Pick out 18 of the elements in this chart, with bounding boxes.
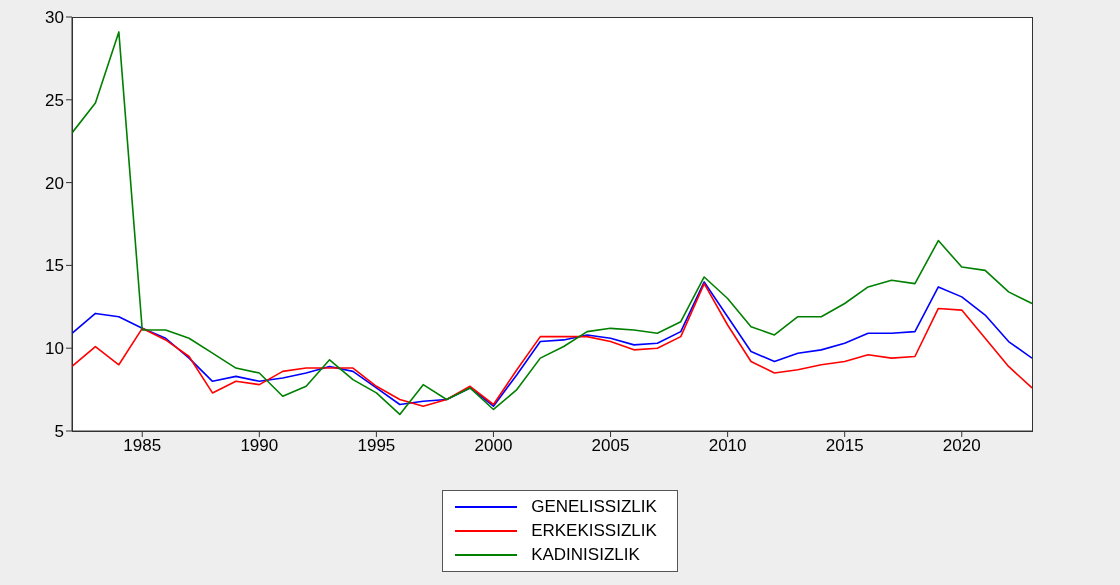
y-tick-label: 10 xyxy=(45,339,64,359)
legend-label: ERKEKISSIZLIK xyxy=(531,521,657,541)
x-tick-label: 2005 xyxy=(591,436,630,456)
legend-label: GENELISSIZLIK xyxy=(531,497,657,517)
x-tick-label: 1990 xyxy=(240,436,279,456)
y-tick-label: 5 xyxy=(54,422,64,442)
y-tick-label: 30 xyxy=(45,8,64,28)
y-tick-label: 15 xyxy=(45,256,64,276)
y-tick-label: 20 xyxy=(45,173,64,193)
x-tick-label: 2000 xyxy=(474,436,513,456)
legend-label: KADINISIZLIK xyxy=(531,545,640,565)
x-tick-label: 1985 xyxy=(123,436,162,456)
x-tick-label: 2010 xyxy=(708,436,747,456)
x-tick-label: 2020 xyxy=(942,436,981,456)
x-tick-label: 2015 xyxy=(825,436,864,456)
y-tick-label: 25 xyxy=(45,90,64,110)
x-tick-label: 1995 xyxy=(357,436,396,456)
line-series xyxy=(72,31,1032,416)
